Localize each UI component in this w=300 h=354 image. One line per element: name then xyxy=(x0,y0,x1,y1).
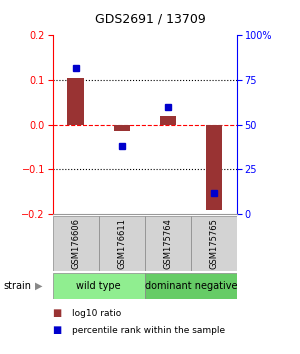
Text: GSM175765: GSM175765 xyxy=(209,218,218,269)
Bar xyxy=(114,125,130,131)
Bar xyxy=(145,273,237,299)
Text: GSM176606: GSM176606 xyxy=(71,218,80,269)
Text: dominant negative: dominant negative xyxy=(145,281,237,291)
Text: GDS2691 / 13709: GDS2691 / 13709 xyxy=(94,12,206,25)
Bar xyxy=(160,116,176,125)
Text: ▶: ▶ xyxy=(35,281,43,291)
Text: GSM175764: GSM175764 xyxy=(163,218,172,269)
Text: ■: ■ xyxy=(52,308,62,318)
Bar xyxy=(191,216,237,271)
Bar xyxy=(52,273,145,299)
Bar xyxy=(99,216,145,271)
Bar xyxy=(145,216,191,271)
Bar xyxy=(68,78,84,125)
Text: GSM176611: GSM176611 xyxy=(117,218,126,269)
Text: strain: strain xyxy=(3,281,31,291)
Text: ■: ■ xyxy=(52,325,62,335)
Bar xyxy=(52,216,99,271)
Text: log10 ratio: log10 ratio xyxy=(72,309,121,318)
Text: percentile rank within the sample: percentile rank within the sample xyxy=(72,326,225,335)
Bar xyxy=(206,125,222,210)
Text: wild type: wild type xyxy=(76,281,121,291)
